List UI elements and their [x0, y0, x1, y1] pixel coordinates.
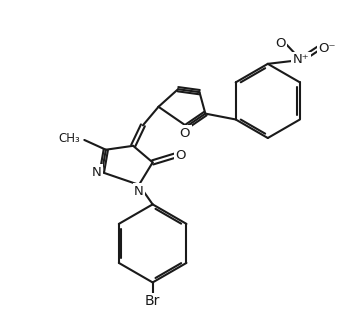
Text: Br: Br [145, 294, 160, 308]
Text: O: O [175, 149, 185, 162]
Text: O: O [275, 37, 285, 50]
Text: CH₃: CH₃ [59, 132, 81, 145]
Text: N⁺: N⁺ [293, 53, 309, 66]
Text: O: O [180, 127, 190, 140]
Text: O⁻: O⁻ [319, 42, 336, 55]
Text: N: N [92, 166, 102, 179]
Text: N: N [134, 185, 144, 198]
